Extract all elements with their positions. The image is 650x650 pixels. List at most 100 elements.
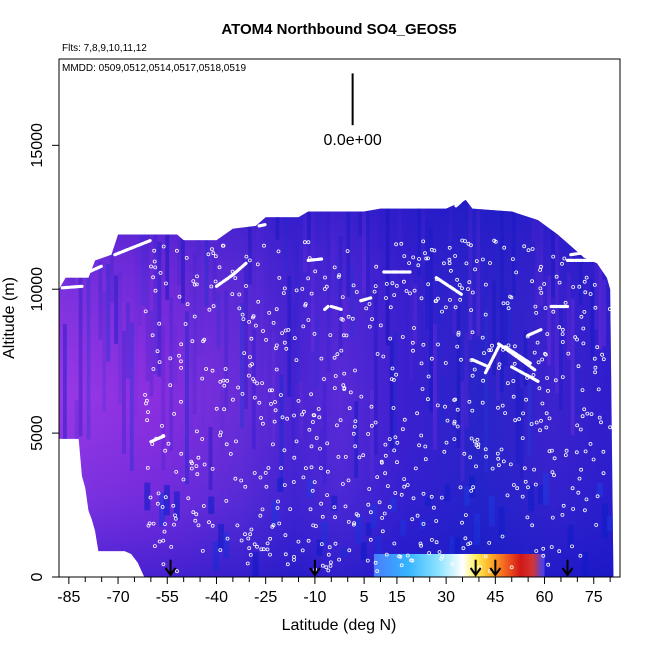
- sample-point: [505, 493, 510, 498]
- sample-point: [342, 371, 347, 376]
- sample-point: [483, 312, 488, 317]
- sample-point: [557, 280, 562, 285]
- sample-point: [237, 292, 242, 297]
- field-band: [66, 200, 71, 288]
- sample-point: [303, 466, 308, 471]
- sample-point: [325, 441, 330, 446]
- sample-point: [309, 444, 314, 449]
- sample-point: [473, 267, 478, 272]
- sample-point: [442, 449, 447, 454]
- sample-point: [353, 444, 358, 449]
- sample-point: [483, 447, 488, 452]
- sample-point: [539, 264, 543, 269]
- sample-point: [469, 488, 474, 493]
- sample-point: [460, 520, 464, 525]
- sample-point: [348, 390, 353, 395]
- sample-point: [157, 360, 162, 365]
- sample-point: [173, 516, 178, 521]
- sample-point: [328, 564, 333, 568]
- field-band: [70, 200, 75, 286]
- sample-point: [552, 473, 556, 478]
- sample-point: [574, 450, 579, 455]
- sample-point: [482, 351, 486, 356]
- sample-point: [593, 370, 597, 375]
- y-tick-label: 0: [29, 572, 46, 581]
- sample-point: [259, 416, 264, 420]
- flight-track: [434, 276, 465, 297]
- flight-tracks: [60, 195, 596, 444]
- sample-point: [512, 483, 516, 487]
- sample-point: [194, 429, 199, 434]
- sample-point: [447, 245, 452, 250]
- sample-point: [423, 444, 428, 449]
- sample-point: [301, 324, 306, 329]
- sample-point: [384, 552, 389, 557]
- sample-point: [402, 484, 407, 489]
- sample-point: [415, 411, 420, 416]
- sample-point: [144, 398, 149, 403]
- field-band: [82, 200, 87, 249]
- sample-point: [471, 485, 476, 490]
- x-tick-label: 30: [437, 589, 455, 606]
- sample-point: [384, 281, 389, 286]
- sample-point: [580, 388, 585, 393]
- sample-point: [313, 269, 318, 274]
- sample-point: [597, 415, 602, 420]
- sample-point: [248, 532, 253, 537]
- sample-point: [270, 388, 274, 393]
- sample-point: [496, 405, 500, 410]
- sample-point: [169, 545, 174, 549]
- sample-point: [395, 440, 400, 445]
- sample-point: [470, 373, 475, 378]
- sample-point: [200, 376, 205, 381]
- sample-point: [258, 475, 263, 480]
- sample-point: [332, 265, 337, 270]
- sample-point: [439, 556, 444, 561]
- sample-point: [501, 301, 506, 306]
- sample-point: [177, 353, 181, 358]
- sample-point: [218, 379, 223, 384]
- sample-point: [352, 521, 357, 525]
- sample-point: [410, 517, 415, 522]
- sample-point: [445, 418, 450, 423]
- sample-point: [250, 362, 254, 367]
- sample-point: [544, 411, 549, 416]
- sample-point: [332, 386, 337, 391]
- flight-track: [306, 257, 324, 262]
- sample-point: [417, 443, 422, 448]
- sample-point: [580, 414, 585, 419]
- sample-point: [421, 342, 426, 347]
- sample-point: [594, 523, 599, 527]
- sample-point: [399, 563, 404, 568]
- sample-point: [294, 288, 299, 293]
- sample-point: [248, 355, 252, 360]
- sample-point: [143, 309, 148, 314]
- sample-point: [415, 513, 420, 518]
- sample-point: [455, 407, 460, 412]
- sample-point: [483, 282, 488, 287]
- sample-point: [207, 307, 212, 312]
- sample-point: [583, 290, 588, 295]
- sample-point: [383, 453, 388, 458]
- sample-point: [448, 268, 453, 273]
- sample-point: [309, 465, 314, 470]
- sample-point: [456, 332, 461, 337]
- sample-point: [337, 557, 342, 562]
- sample-point: [366, 432, 371, 436]
- sample-point: [300, 412, 305, 417]
- sample-point: [184, 255, 189, 260]
- flight-track: [454, 195, 468, 208]
- sample-point: [174, 469, 179, 474]
- x-tick-label: 60: [536, 589, 554, 606]
- sample-point: [578, 553, 583, 558]
- field-band: [59, 200, 63, 275]
- sample-point: [350, 316, 355, 321]
- sample-point: [373, 560, 378, 565]
- sample-point: [402, 417, 407, 422]
- sample-point: [240, 312, 245, 317]
- sample-point: [163, 448, 168, 453]
- sample-point: [204, 367, 209, 371]
- sample-point: [499, 447, 504, 452]
- sample-point: [496, 463, 501, 468]
- sample-point: [379, 459, 384, 464]
